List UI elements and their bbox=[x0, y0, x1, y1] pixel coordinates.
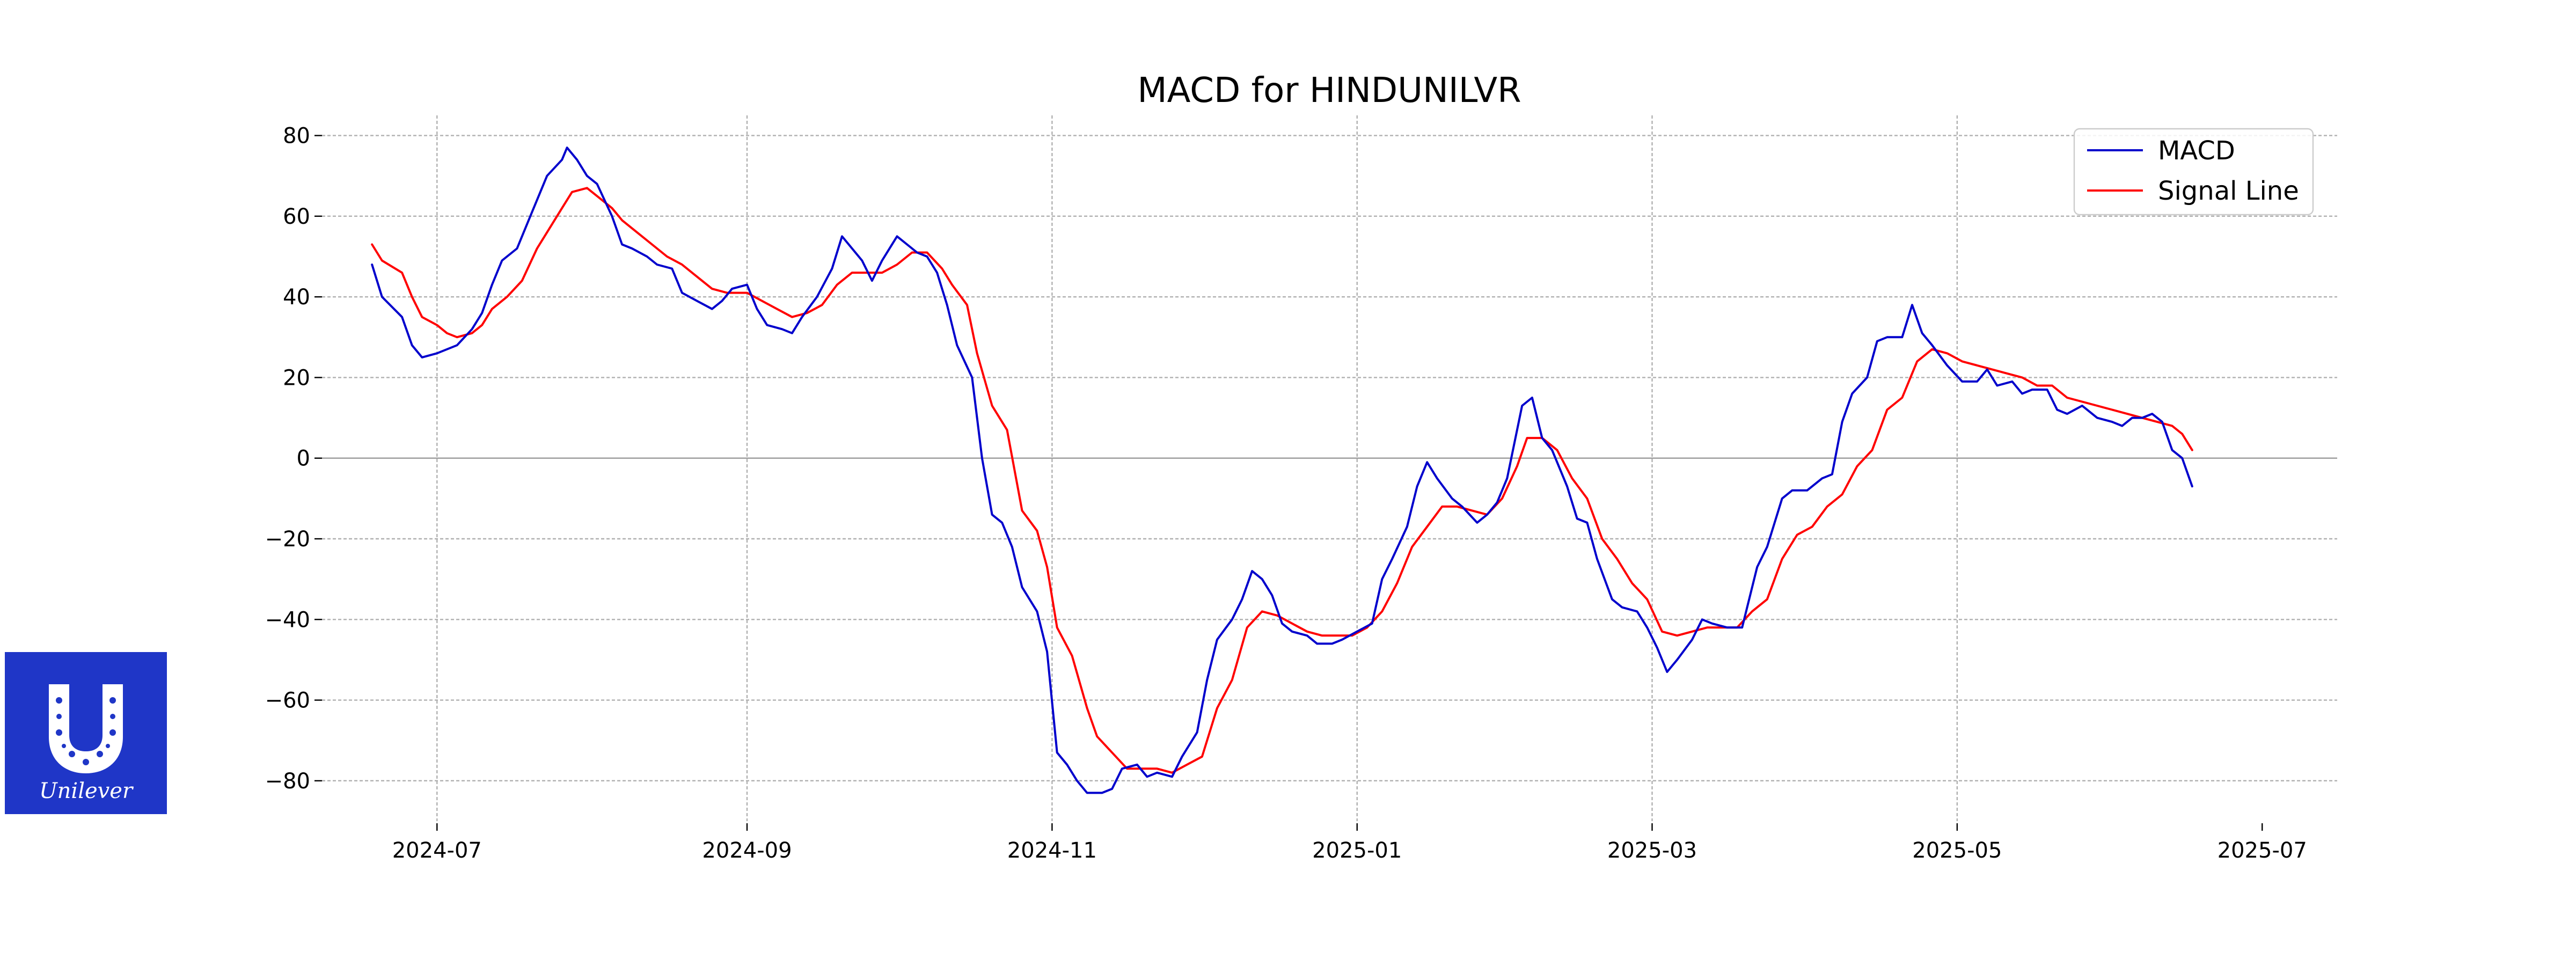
y-tick-label: 60 bbox=[283, 204, 310, 229]
series-line-macd bbox=[371, 147, 2193, 794]
logo-wordmark: Unilever bbox=[39, 779, 134, 803]
y-tick-label: −20 bbox=[265, 527, 310, 552]
chart-title: MACD for HINDUNILVR bbox=[1137, 71, 1521, 111]
y-tick-label: 40 bbox=[283, 285, 310, 310]
logo-background bbox=[5, 652, 167, 814]
y-tick-label: 80 bbox=[283, 124, 310, 149]
logo-pattern-icon bbox=[56, 697, 116, 765]
x-tick-label: 2025-03 bbox=[1607, 838, 1697, 863]
y-tick-label: −40 bbox=[265, 608, 310, 632]
y-tick-label: −80 bbox=[265, 769, 310, 794]
x-tick-label: 2025-05 bbox=[1912, 838, 2002, 863]
logo-u-mark-icon bbox=[49, 684, 123, 773]
unilever-logo: Unilever bbox=[5, 652, 167, 814]
legend-label-signal-line: Signal Line bbox=[2158, 176, 2299, 206]
x-tick-label: 2024-07 bbox=[392, 838, 482, 863]
y-tick-label: −60 bbox=[265, 689, 310, 713]
x-tick-label: 2024-11 bbox=[1007, 838, 1097, 863]
y-tick-label: 20 bbox=[283, 365, 310, 390]
series-layer bbox=[371, 147, 2193, 794]
y-tick-label: 0 bbox=[297, 447, 310, 471]
legend-label-macd: MACD bbox=[2158, 136, 2235, 166]
tick-layer: 80 60 40 20 0 −20 −40 −60 −80 2024-07 2024-09 2024-… bbox=[265, 124, 2307, 863]
x-tick-label: 2025-07 bbox=[2218, 838, 2307, 863]
series-line-signal-line bbox=[371, 187, 2193, 774]
x-tick-label: 2025-01 bbox=[1312, 838, 1402, 863]
x-tick-label: 2024-09 bbox=[702, 838, 792, 863]
legend: MACD Signal Line bbox=[2073, 128, 2314, 216]
